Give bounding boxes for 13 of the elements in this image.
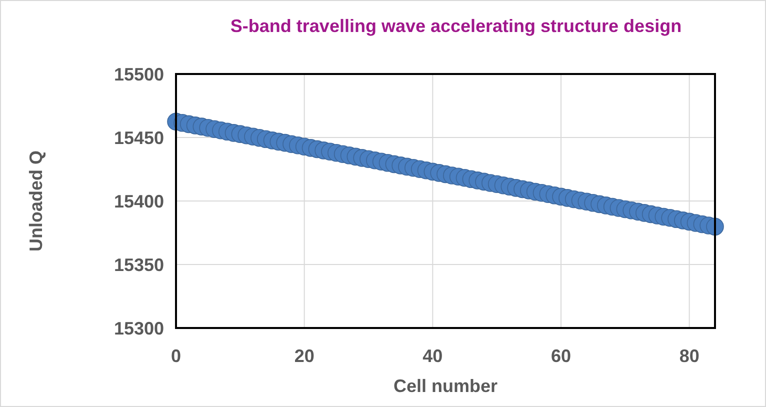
x-tick-label: 60 [550,346,572,366]
x-tick-label: 20 [294,346,314,366]
chart-title: S-band travelling wave accelerating structure design [230,16,682,36]
x-tick-label: 0 [170,346,182,366]
y-tick-label: 15450 [114,128,164,148]
x-tick-label: 80 [679,346,700,366]
x-tick-label: 40 [422,346,443,366]
x-axis-title: Cell number [393,376,498,396]
y-axis-title: Unloaded Q [26,150,46,252]
y-tick-label: 15300 [114,318,164,338]
y-tick-label: 15500 [114,64,164,84]
y-tick-label: 15350 [114,254,164,275]
y-tick-label: 15400 [114,191,164,212]
